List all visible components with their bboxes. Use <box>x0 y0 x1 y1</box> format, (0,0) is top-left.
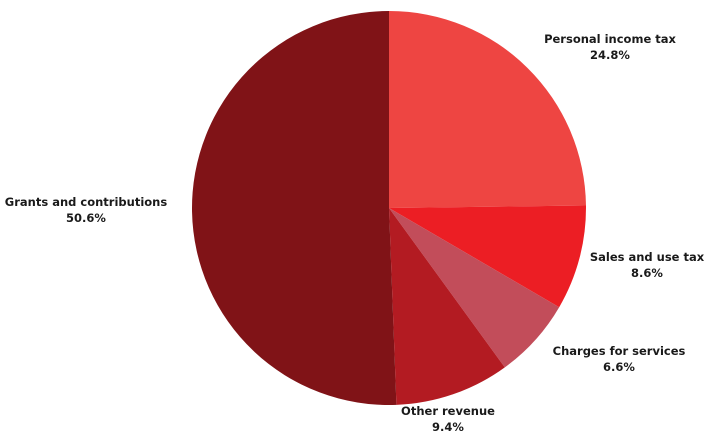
pie-slice-grants-and-contributions <box>191 10 397 405</box>
label-name: Personal income tax <box>544 32 676 46</box>
label-percent: 50.6% <box>66 211 106 225</box>
label-grants-and-contributions: Grants and contributions 50.6% <box>5 194 167 226</box>
pie-slice-personal-income-tax <box>389 11 586 208</box>
label-name: Other revenue <box>401 404 495 418</box>
label-percent: 24.8% <box>590 48 630 62</box>
label-name: Sales and use tax <box>589 250 705 264</box>
label-other-revenue: Other revenue 9.4% <box>401 403 495 435</box>
pie-slice-sales-and-use-tax <box>389 205 586 308</box>
label-name: Grants and contributions <box>4 195 168 209</box>
label-percent: 8.6% <box>631 266 663 280</box>
label-name: Charges for services <box>552 344 686 358</box>
pie-slice-charges-for-services <box>389 208 560 368</box>
label-sales-and-use-tax: Sales and use tax 8.6% <box>590 249 704 281</box>
label-percent: 6.6% <box>603 360 635 374</box>
label-charges-for-services: Charges for services 6.6% <box>553 343 686 375</box>
label-personal-income-tax: Personal income tax 24.8% <box>544 31 676 63</box>
label-percent: 9.4% <box>432 420 464 434</box>
pie-slice-other-revenue <box>389 208 505 405</box>
